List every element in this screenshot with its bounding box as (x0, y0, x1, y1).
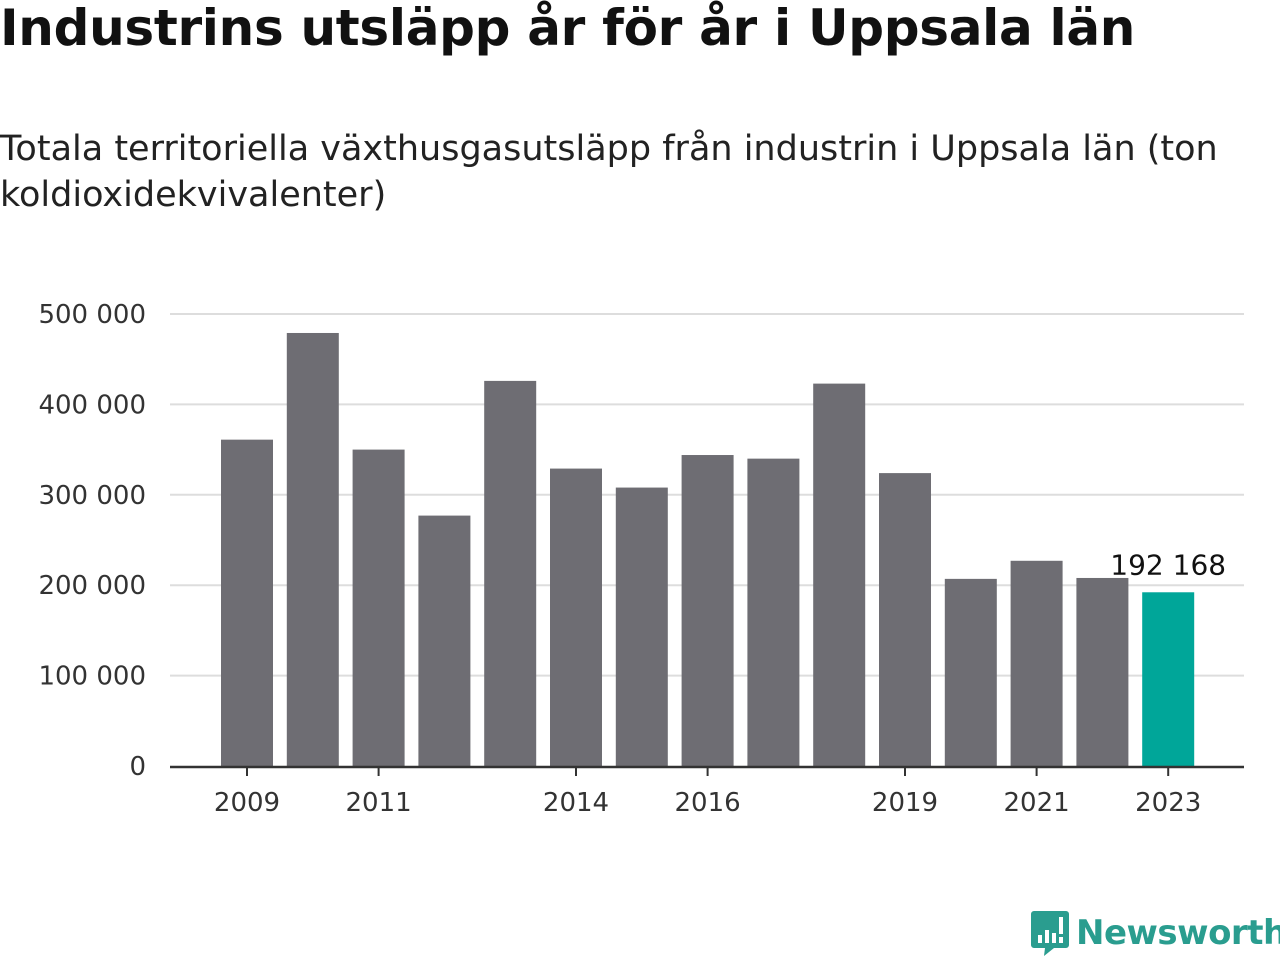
y-tick-label: 400 000 (38, 390, 146, 420)
bar-chart-speech-bubble-icon (1031, 911, 1069, 956)
bar-chart: 0 100 000 200 000 300 000 400 000 500 000 200… (38, 300, 1244, 818)
bar-2011 (352, 449, 405, 766)
data-label-2023: 192 168 (1110, 548, 1226, 581)
logo-text: Newsworthy (1076, 913, 1280, 953)
bar-2018 (813, 383, 866, 766)
y-axis-ticks: 0 100 000 200 000 300 000 400 000 500 000 (38, 300, 146, 782)
bar-2023 (1142, 592, 1195, 766)
x-tick-label: 2019 (872, 788, 938, 818)
y-tick-label: 100 000 (38, 662, 146, 692)
bar-2020 (944, 578, 997, 766)
data-labels: 192 168 (1110, 548, 1226, 581)
bar-2013 (484, 380, 537, 766)
x-tick-label: 2021 (1004, 788, 1070, 818)
x-tick-label: 2014 (543, 788, 609, 818)
y-tick-label: 300 000 (38, 481, 146, 511)
bar-2010 (286, 332, 339, 766)
bar-2019 (879, 473, 931, 766)
bar-2009 (221, 439, 273, 766)
bar-2012 (418, 515, 471, 766)
x-axis-ticks: 2009 2011 2014 2016 2019 2021 2023 (214, 767, 1201, 818)
x-tick-label: 2009 (214, 788, 280, 818)
bar-2015 (615, 487, 668, 766)
y-tick-label: 0 (129, 752, 146, 782)
bars (221, 332, 1195, 766)
bar-2021 (1010, 560, 1063, 766)
chart-title: Industrins utsläpp år för år i Uppsala l… (0, 0, 1136, 57)
chart-subtitle: Totala territoriella växthusgasutsläpp f… (0, 129, 1218, 215)
bar-2014 (550, 468, 602, 766)
newsworthy-logo: Newsworthy (1030, 908, 1280, 958)
bar-2022 (1076, 577, 1129, 766)
x-tick-label: 2023 (1135, 788, 1201, 818)
bar-2017 (747, 458, 800, 766)
x-tick-label: 2011 (346, 788, 412, 818)
bar-2016 (681, 455, 734, 766)
x-tick-label: 2016 (675, 788, 741, 818)
y-tick-label: 200 000 (38, 571, 146, 601)
y-tick-label: 500 000 (38, 300, 146, 330)
